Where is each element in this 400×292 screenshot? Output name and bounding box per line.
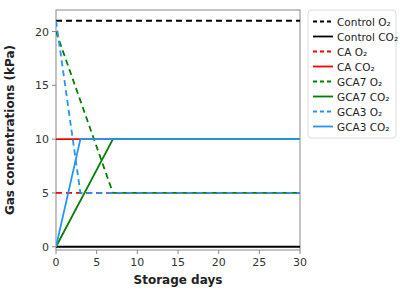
x-axis-label: Storage days <box>134 273 223 287</box>
legend-swatch <box>313 66 333 68</box>
x-tick <box>300 250 301 254</box>
legend-label: GCA3 CO₂ <box>337 121 389 133</box>
legend-label: GCA7 O₂ <box>337 76 382 88</box>
y-tick <box>52 139 56 140</box>
legend-swatch <box>313 81 333 83</box>
x-tick <box>137 250 138 254</box>
y-tick <box>52 246 56 247</box>
legend-swatch <box>313 51 333 53</box>
x-tick-label: 5 <box>93 256 100 269</box>
series-line <box>56 32 300 193</box>
legend-label: GCA3 O₂ <box>337 106 382 118</box>
series-line <box>56 20 300 22</box>
y-tick <box>52 85 56 86</box>
y-tick-label: 5 <box>42 187 49 200</box>
x-tick <box>178 250 179 254</box>
x-tick <box>218 250 219 254</box>
x-tick-label: 0 <box>53 256 60 269</box>
legend-swatch <box>313 96 333 98</box>
series-line <box>56 21 300 193</box>
legend-swatch <box>313 21 333 23</box>
legend-label: Control CO₂ <box>337 31 398 43</box>
x-tick-label: 25 <box>252 256 266 269</box>
x-tick-label: 20 <box>212 256 226 269</box>
x-tick <box>259 250 260 254</box>
plot-area <box>56 21 300 247</box>
legend-swatch <box>313 111 333 113</box>
x-tick-label: 10 <box>130 256 144 269</box>
y-tick <box>52 192 56 193</box>
legend-label: GCA7 CO₂ <box>337 91 389 103</box>
y-axis-label: Gas concentrations (kPa) <box>3 45 17 215</box>
legend-box <box>308 10 396 138</box>
y-tick-label: 20 <box>35 26 49 39</box>
x-tick-label: 30 <box>293 256 307 269</box>
series-line <box>56 246 300 248</box>
chart: 0 5 10 15 20 25 30 0 5 10 15 20 Storage days Gas conc… <box>0 0 400 292</box>
legend-swatch <box>313 36 333 38</box>
x-tick <box>96 250 97 254</box>
legend: Control O₂ Control CO₂ CA O₂ CA CO₂ GCA7 O₂ G… <box>308 10 398 138</box>
legend-label: CA CO₂ <box>337 61 375 73</box>
y-tick <box>52 31 56 32</box>
y-tick-label: 0 <box>42 241 49 254</box>
series-line <box>56 139 300 247</box>
legend-swatch <box>313 126 333 128</box>
y-tick-label: 10 <box>35 133 49 146</box>
plot-frame <box>56 10 300 250</box>
x-tick-label: 15 <box>171 256 185 269</box>
legend-label: CA O₂ <box>337 46 367 58</box>
x-tick <box>56 250 57 254</box>
legend-label: Control O₂ <box>337 16 391 28</box>
y-tick-label: 15 <box>35 79 49 92</box>
